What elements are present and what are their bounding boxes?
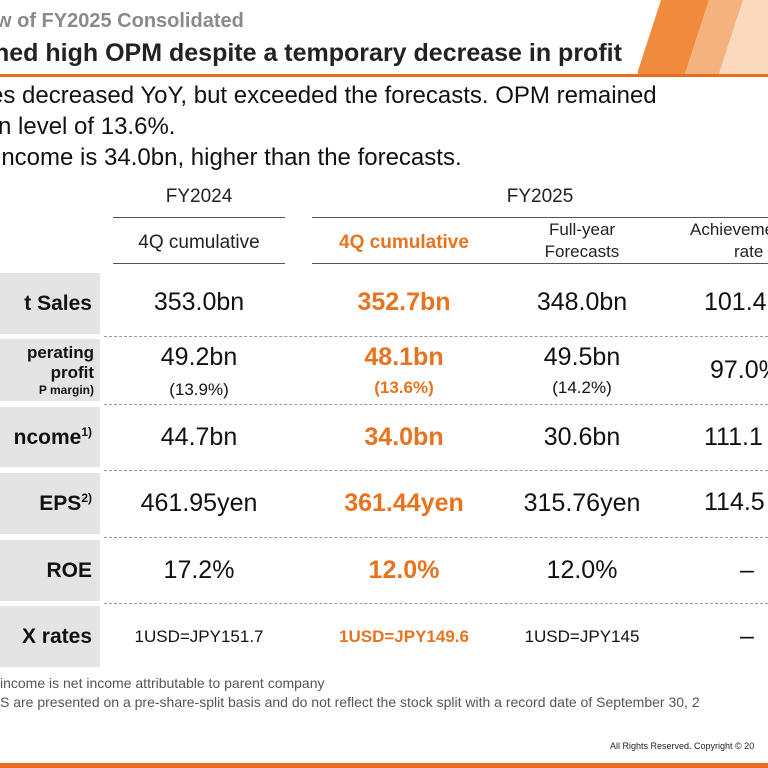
header-underline xyxy=(312,263,768,264)
row-label-text: P margin) xyxy=(38,383,94,397)
fx-forecast: 1USD=JPY145 xyxy=(524,627,640,646)
row-separator xyxy=(104,336,768,337)
column-header-line: Full-year xyxy=(548,220,616,239)
op-margin-fy2025: (13.6%) xyxy=(374,378,434,397)
fx-fy2025: 1USD=JPY149.6 xyxy=(339,627,469,646)
bullet-line: n level of 13.6%. xyxy=(0,113,176,140)
footnote-ref: 1) xyxy=(81,424,92,439)
net-sales-fy2025: 352.7bn xyxy=(357,288,451,316)
row-label-operating-profit: perating profit P margin) xyxy=(0,339,100,401)
row-label-net-income: ncome1) xyxy=(0,407,100,467)
column-header-line: rate xyxy=(734,242,764,261)
slide-subtitle: w of FY2025 Consolidated xyxy=(0,10,244,32)
net-income-achievement: 111.1 xyxy=(704,423,763,451)
row-label-main: ncome xyxy=(13,425,82,449)
footnote-1: income is net income attributable to par… xyxy=(0,675,325,691)
row-label-text: ROE xyxy=(46,558,92,582)
footnote-ref: 2) xyxy=(81,491,92,505)
row-label-text: profit xyxy=(50,363,94,382)
fx-achievement: – xyxy=(740,622,754,650)
row-label-text: t Sales xyxy=(24,291,92,315)
group-header-fy2025: FY2025 xyxy=(506,186,574,207)
op-profit-fy2024: 49.2bn xyxy=(160,343,238,371)
net-sales-forecast: 348.0bn xyxy=(536,288,628,316)
net-sales-fy2024: 353.0bn xyxy=(153,288,245,316)
row-label-text: EPS2) xyxy=(39,491,100,516)
header-decoration xyxy=(638,0,768,76)
eps-forecast: 315.76yen xyxy=(523,489,641,517)
column-header-forecasts: Full-year Forecasts xyxy=(496,219,668,263)
eps-fy2025: 361.44yen xyxy=(344,489,464,517)
slide-title: ned high OPM despite a temporary decreas… xyxy=(0,39,622,67)
column-header-achievement-rate: Achieveme rate xyxy=(690,219,768,263)
net-income-fy2025: 34.0bn xyxy=(364,423,444,451)
roe-fy2024: 17.2% xyxy=(163,556,235,584)
column-header-fy2024-cumulative: 4Q cumulative xyxy=(138,232,260,253)
row-label-text: perating xyxy=(26,343,94,362)
row-label-eps: EPS2) xyxy=(0,473,100,534)
roe-forecast: 12.0% xyxy=(546,556,618,584)
op-profit-achievement: 97.0% xyxy=(710,356,768,384)
row-separator xyxy=(104,404,768,405)
op-margin-fy2024: (13.9%) xyxy=(169,380,229,399)
title-divider xyxy=(0,74,768,77)
copyright-text: All Rights Reserved. Copyright © 20 xyxy=(610,741,755,751)
net-sales-achievement: 101.4 xyxy=(704,288,767,316)
net-income-fy2024: 44.7bn xyxy=(160,423,238,451)
roe-fy2025: 12.0% xyxy=(368,556,440,584)
row-separator xyxy=(104,603,768,604)
row-label-fx-rates: X rates xyxy=(0,606,100,667)
row-separator xyxy=(104,470,768,471)
group-header-fy2024: FY2024 xyxy=(165,186,233,207)
op-profit-fy2025: 48.1bn xyxy=(364,343,444,371)
row-separator xyxy=(104,537,768,538)
header-underline xyxy=(113,263,285,264)
row-label-net-sales: t Sales xyxy=(0,273,100,334)
roe-achievement: – xyxy=(740,556,754,584)
fx-fy2024: 1USD=JPY151.7 xyxy=(134,627,264,646)
column-header-line: Forecasts xyxy=(544,242,620,261)
bullet-line: es decreased YoY, but exceeded the forec… xyxy=(0,82,657,109)
footer-divider xyxy=(0,763,768,768)
row-label-text: X rates xyxy=(21,624,92,648)
bullet-line: income is 34.0bn, higher than the foreca… xyxy=(0,144,462,171)
net-income-forecast: 30.6bn xyxy=(543,423,621,451)
row-label-main: EPS xyxy=(39,492,82,515)
footnote-2: S are presented on a pre-share-split bas… xyxy=(0,694,700,710)
row-label-roe: ROE xyxy=(0,540,100,601)
summary-bullets: es decreased YoY, but exceeded the forec… xyxy=(0,80,657,173)
column-header-fy2025-cumulative: 4Q cumulative xyxy=(339,232,469,253)
column-header-line: Achieveme xyxy=(690,220,768,239)
row-label-text: ncome1) xyxy=(14,425,100,450)
eps-achievement: 114.5 xyxy=(704,488,765,516)
op-profit-forecast: 49.5bn xyxy=(543,343,621,371)
group-underline xyxy=(312,217,768,218)
eps-fy2024: 461.95yen xyxy=(140,489,258,517)
op-margin-forecast: (14.2%) xyxy=(552,378,612,397)
group-underline xyxy=(113,217,285,218)
